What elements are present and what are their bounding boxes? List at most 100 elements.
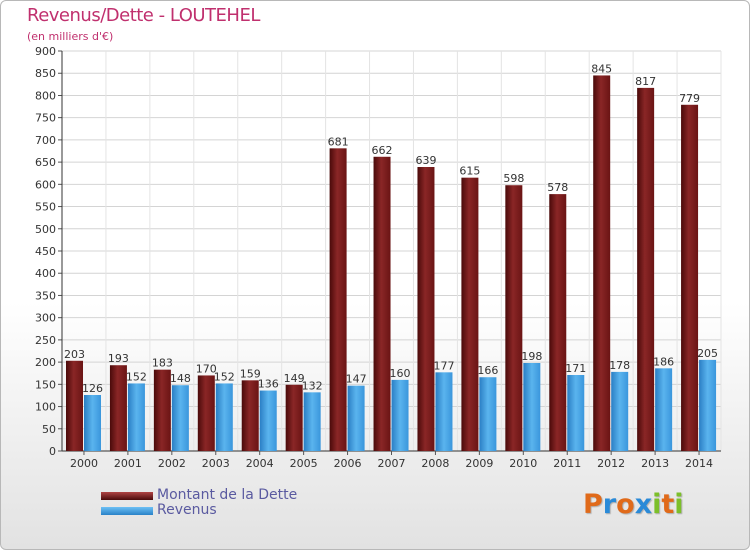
bar-revenus	[347, 385, 365, 451]
x-tick-label: 2012	[597, 457, 625, 470]
chart-subtitle: (en milliers d'€)	[27, 30, 114, 43]
x-tick-label: 2013	[641, 457, 669, 470]
legend: Montant de la Dette Revenus	[101, 488, 297, 518]
data-label-dette: 817	[635, 75, 656, 88]
data-label-revenus: 177	[433, 359, 454, 372]
bar-revenus	[303, 392, 321, 451]
bar-revenus	[84, 395, 101, 451]
y-tick-label: 900	[35, 45, 56, 58]
bar-dette	[637, 87, 655, 451]
y-tick-label: 500	[35, 223, 56, 236]
bar-dette	[417, 167, 435, 451]
bar-revenus	[391, 379, 409, 451]
bar-dette	[329, 148, 347, 452]
bar-revenus	[567, 375, 585, 451]
y-tick-label: 50	[42, 423, 56, 436]
bar-dette	[153, 369, 171, 451]
logo-letter: i	[652, 489, 662, 520]
data-label-revenus: 136	[258, 378, 279, 391]
x-tick-label: 2010	[509, 457, 537, 470]
x-tick-label: 2006	[334, 457, 362, 470]
x-tick-label: 2003	[202, 457, 230, 470]
data-label-revenus: 178	[609, 359, 630, 372]
bar-revenus	[523, 363, 541, 451]
y-tick-label: 250	[35, 334, 56, 347]
bar-dette	[285, 384, 303, 451]
data-label-dette: 639	[415, 154, 436, 167]
x-tick-label: 2007	[378, 457, 406, 470]
data-label-dette: 598	[503, 172, 524, 185]
x-tick-label: 2002	[158, 457, 186, 470]
x-tick-label: 2001	[114, 457, 142, 470]
y-tick-label: 750	[35, 112, 56, 125]
bar-revenus	[127, 383, 145, 451]
proxiti-logo: Proxiti	[583, 489, 684, 520]
x-tick-label: 2014	[685, 457, 713, 470]
bar-revenus	[435, 372, 453, 451]
y-tick-label: 400	[35, 267, 56, 280]
data-label-revenus: 166	[477, 364, 498, 377]
data-label-revenus: 205	[697, 347, 718, 360]
bar-dette	[549, 194, 567, 451]
data-label-dette: 662	[372, 144, 393, 157]
data-label-revenus: 171	[565, 362, 586, 375]
x-tick-label: 2005	[290, 457, 318, 470]
x-tick-label: 2011	[553, 457, 581, 470]
x-tick-label: 2000	[70, 457, 98, 470]
data-label-dette: 615	[459, 165, 480, 178]
y-tick-label: 800	[35, 89, 56, 102]
y-tick-label: 350	[35, 289, 56, 302]
data-label-revenus: 132	[302, 379, 323, 392]
y-tick-label: 700	[35, 134, 56, 147]
bar-dette	[505, 185, 523, 451]
legend-item-dette: Montant de la Dette	[101, 488, 297, 503]
legend-item-revenus: Revenus	[101, 503, 297, 518]
data-label-dette: 845	[591, 62, 612, 75]
y-tick-label: 300	[35, 312, 56, 325]
bar-revenus	[215, 383, 233, 451]
y-tick-label: 100	[35, 401, 56, 414]
y-tick-label: 450	[35, 245, 56, 258]
bar-dette	[681, 104, 699, 452]
data-label-dette: 203	[64, 348, 85, 361]
x-tick-label: 2004	[246, 457, 274, 470]
data-label-dette: 159	[240, 367, 261, 380]
x-tick-label: 2009	[465, 457, 493, 470]
logo-letter: x	[634, 489, 653, 520]
bar-revenus	[171, 385, 189, 451]
bar-revenus	[699, 359, 717, 451]
y-tick-label: 150	[35, 378, 56, 391]
bar-revenus	[259, 390, 277, 451]
data-label-dette: 779	[679, 92, 700, 105]
data-label-revenus: 152	[126, 370, 147, 383]
y-tick-label: 0	[49, 445, 56, 458]
logo-letter: o	[616, 489, 635, 520]
data-label-revenus: 148	[170, 372, 191, 385]
data-label-dette: 681	[328, 135, 349, 148]
data-label-dette: 149	[284, 372, 305, 385]
data-label-revenus: 147	[346, 373, 367, 386]
data-label-dette: 170	[196, 362, 217, 375]
logo-letter: r	[602, 489, 617, 520]
logo-letter: i	[674, 489, 684, 520]
chart-title: Revenus/Dette - LOUTEHEL	[27, 5, 260, 26]
data-label-revenus: 186	[653, 355, 674, 368]
bar-dette	[197, 375, 215, 451]
data-label-dette: 193	[108, 352, 129, 365]
y-tick-label: 850	[35, 67, 56, 80]
y-tick-label: 550	[35, 201, 56, 214]
data-label-revenus: 160	[390, 367, 411, 380]
y-tick-label: 650	[35, 156, 56, 169]
bar-revenus	[611, 371, 629, 451]
legend-swatch-dette	[101, 491, 153, 500]
bar-dette	[241, 380, 259, 451]
bar-dette	[593, 75, 611, 451]
data-label-dette: 183	[152, 357, 173, 370]
y-tick-label: 200	[35, 356, 56, 369]
bar-dette	[373, 156, 391, 451]
bar-revenus	[655, 368, 673, 451]
logo-letter: P	[583, 489, 603, 520]
legend-label-dette: Montant de la Dette	[157, 487, 298, 503]
